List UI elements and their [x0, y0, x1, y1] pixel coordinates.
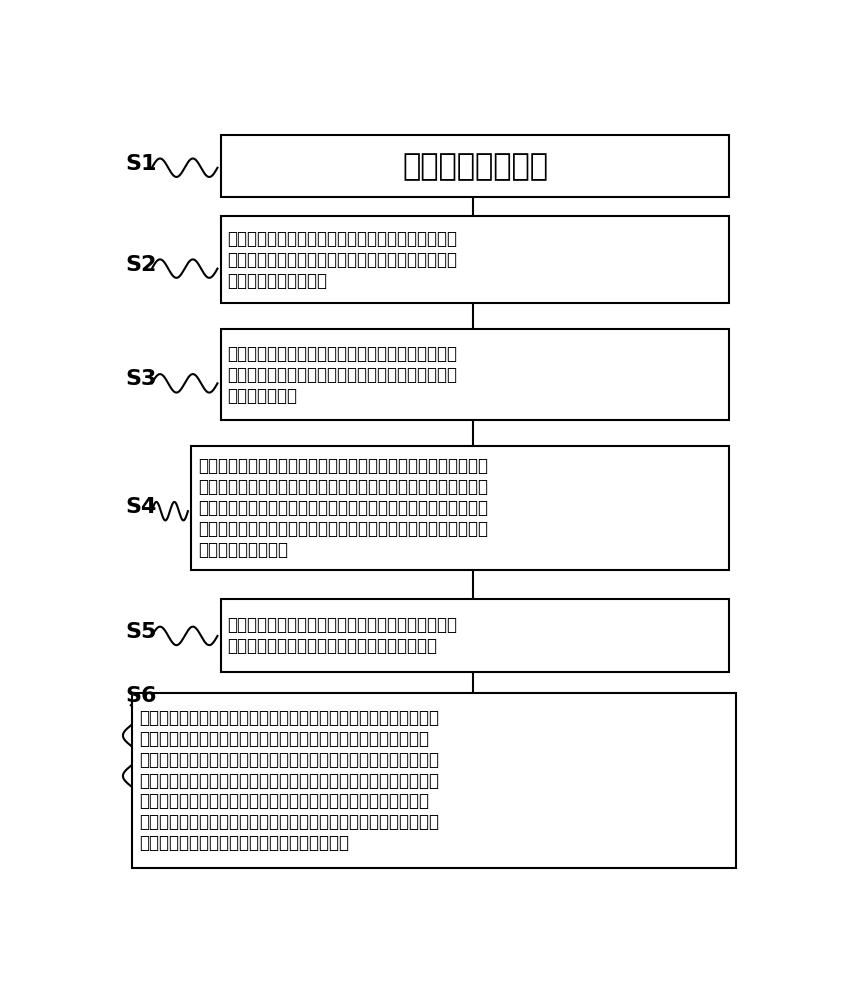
- Text: 提供一个缝针结构: 提供一个缝针结构: [402, 152, 548, 181]
- FancyBboxPatch shape: [221, 216, 729, 303]
- FancyBboxPatch shape: [221, 135, 729, 197]
- Text: S4: S4: [125, 497, 157, 517]
- Text: 提供一个感应检测群组，用于感应布料位置情况并发
送一个对应布料位置的实际感应値给上述的电控: 提供一个感应检测群组，用于感应布料位置情况并发 送一个对应布料位置的实际感应値给…: [227, 616, 457, 655]
- Text: 提供一个缝制辅助装置群组，用于辅助上述缝针结构
实现倒回缝功能，所述缝制辅助装置群组包含至少一
个缝制辅助装置: 提供一个缝制辅助装置群组，用于辅助上述缝针结构 实现倒回缝功能，所述缝制辅助装置…: [227, 345, 457, 405]
- Text: S3: S3: [125, 369, 157, 389]
- Text: S1: S1: [125, 154, 157, 174]
- Text: 提供一个电控，用于将接收到的上述驱动电机实际转过角度値和对应
布料位置的实际感应値与预设値进行对比，当驱动电机实际转过角
度値和对应布料位置的实际感应値有与一组: 提供一个电控，用于将接收到的上述驱动电机实际转过角度値和对应 布料位置的实际感应…: [139, 709, 439, 852]
- Text: S5: S5: [125, 622, 157, 642]
- FancyBboxPatch shape: [221, 329, 729, 420]
- Text: 提供有一个人机交互模块，用于输入预设値给电控以
及显示实际采集到的驱动电机实际转过角度値和对应
布料位置的实际感应値: 提供有一个人机交互模块，用于输入预设値给电控以 及显示实际采集到的驱动电机实际转…: [227, 230, 457, 290]
- Text: S2: S2: [125, 255, 157, 275]
- FancyBboxPatch shape: [191, 446, 729, 570]
- FancyBboxPatch shape: [132, 693, 736, 868]
- Text: S6: S6: [125, 686, 157, 706]
- Text: 提供一个驱动电机模块，用于提供一个驱动电机和一个驱动电机监
控模块，驱动电机监控模块用于控制驱动电机转速及实时采集驱动
电机实际转过角度并将采集到的驱动电机实际: 提供一个驱动电机模块，用于提供一个驱动电机和一个驱动电机监 控模块，驱动电机监控…: [198, 457, 488, 559]
- FancyBboxPatch shape: [221, 599, 729, 672]
